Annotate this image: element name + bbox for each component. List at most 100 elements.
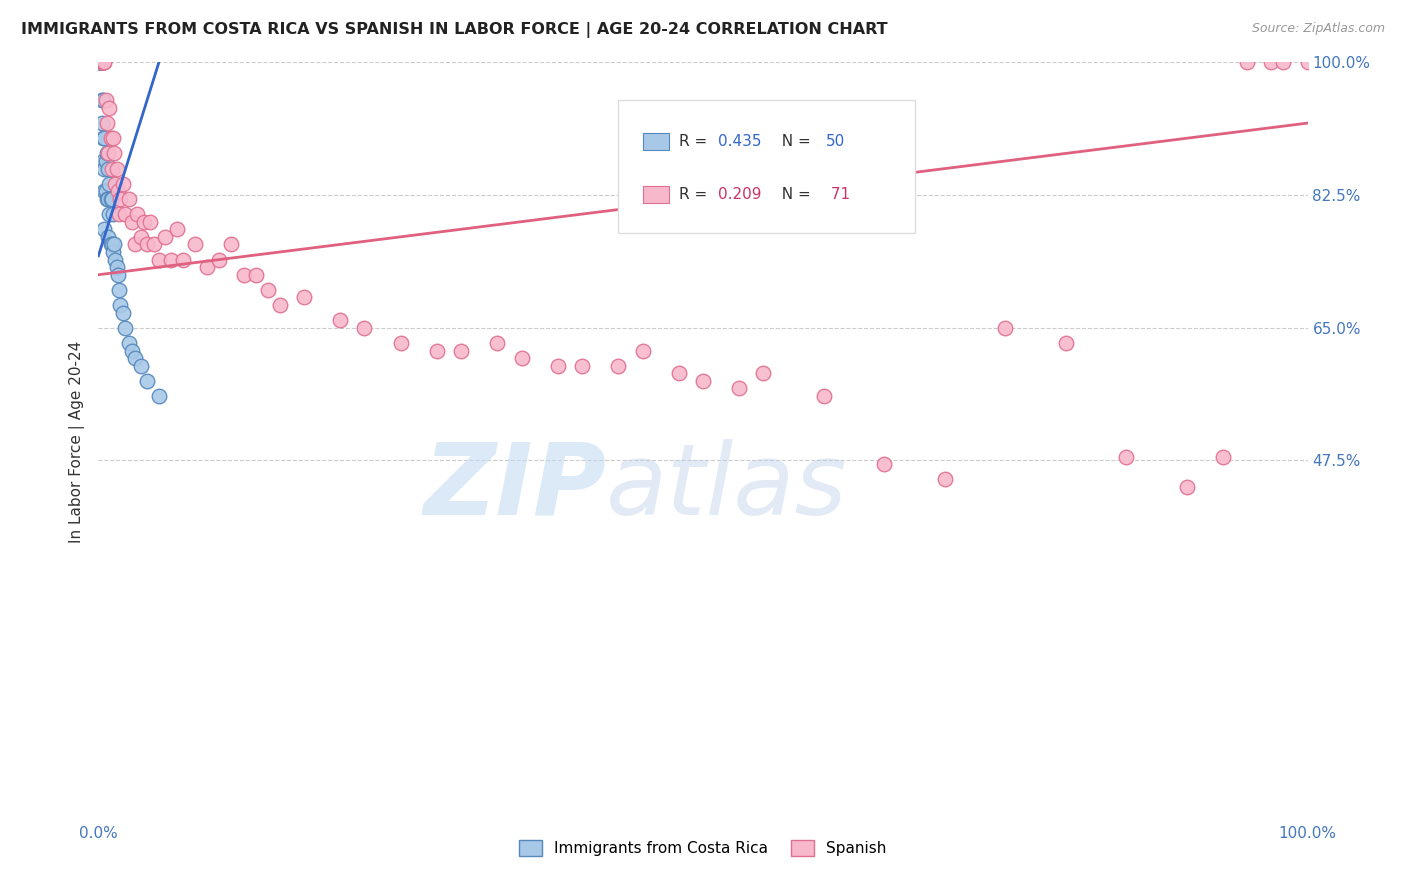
Point (631, 343, 654, 358)
Point (143, 237, 166, 252)
Point (108, 192, 131, 206)
Point (1236, 55, 1258, 70)
Point (1296, 55, 1319, 70)
Text: ZIP: ZIP (423, 439, 606, 535)
Point (91, 55, 114, 70)
Point (91, 55, 114, 70)
Text: N =: N = (772, 134, 815, 149)
Point (389, 335, 412, 350)
Point (148, 389, 170, 403)
Point (94, 153, 117, 168)
Point (108, 283, 131, 297)
Point (153, 229, 176, 244)
Point (124, 237, 146, 252)
Text: N =: N = (772, 186, 815, 202)
Point (91, 55, 114, 70)
Point (269, 298, 291, 312)
Text: R =: R = (679, 186, 711, 202)
Point (668, 366, 690, 380)
Point (148, 252, 170, 267)
Bar (643, 133, 669, 150)
Point (184, 237, 207, 252)
Point (105, 260, 128, 275)
Point (89, 55, 111, 70)
Point (232, 268, 254, 282)
Point (752, 366, 775, 380)
Bar (643, 186, 669, 202)
Point (93, 55, 115, 70)
Y-axis label: In Labor Force | Age 20-24: In Labor Force | Age 20-24 (69, 341, 84, 542)
Point (94, 94, 117, 108)
Point (571, 359, 593, 373)
Point (93, 222, 115, 236)
Point (98, 207, 121, 221)
Point (118, 335, 141, 350)
Point (89, 55, 111, 70)
FancyBboxPatch shape (619, 101, 915, 233)
Point (89, 55, 111, 70)
Point (510, 351, 533, 366)
Text: Source: ZipAtlas.com: Source: ZipAtlas.com (1251, 22, 1385, 36)
Point (93, 161, 115, 176)
Point (100, 192, 122, 206)
Point (94, 184, 117, 198)
Point (994, 320, 1017, 334)
Point (90, 55, 112, 70)
Point (101, 131, 124, 145)
Point (114, 207, 136, 221)
Point (103, 237, 125, 252)
Point (90, 55, 112, 70)
Point (91, 55, 114, 70)
Point (124, 351, 146, 366)
Point (100, 131, 122, 145)
Point (166, 222, 188, 236)
Point (547, 359, 569, 373)
Point (221, 237, 243, 252)
Point (129, 229, 152, 244)
Point (1175, 480, 1198, 494)
Point (118, 192, 141, 206)
Point (160, 252, 183, 267)
Point (100, 237, 122, 252)
Point (91, 153, 114, 168)
Point (91, 94, 114, 108)
Point (139, 214, 162, 228)
Text: 50: 50 (827, 134, 845, 149)
Point (813, 389, 835, 403)
Point (91, 94, 114, 108)
Point (256, 283, 278, 297)
Point (100, 192, 122, 206)
Text: R =: R = (679, 134, 711, 149)
Point (607, 359, 630, 373)
Point (172, 252, 194, 267)
Point (208, 252, 231, 267)
Point (97, 146, 120, 161)
Point (97, 161, 120, 176)
Point (426, 343, 449, 358)
Text: 71: 71 (827, 186, 851, 202)
Point (121, 214, 143, 228)
Point (91, 55, 114, 70)
Point (91, 55, 114, 70)
Point (96, 146, 118, 161)
Point (450, 343, 472, 358)
Point (1212, 450, 1234, 464)
Point (873, 458, 896, 472)
Legend: Immigrants from Costa Rica, Spanish: Immigrants from Costa Rica, Spanish (513, 834, 893, 863)
Point (105, 161, 128, 176)
Point (934, 473, 956, 487)
Point (91, 131, 114, 145)
Point (195, 260, 218, 275)
Point (114, 320, 136, 334)
Point (111, 177, 134, 191)
Point (728, 382, 751, 396)
Point (100, 161, 122, 176)
Point (486, 335, 509, 350)
Point (89, 55, 111, 70)
Point (90, 55, 112, 70)
Point (104, 252, 127, 267)
Point (108, 207, 131, 221)
Point (135, 237, 157, 252)
Point (353, 320, 375, 334)
Point (97, 229, 120, 244)
